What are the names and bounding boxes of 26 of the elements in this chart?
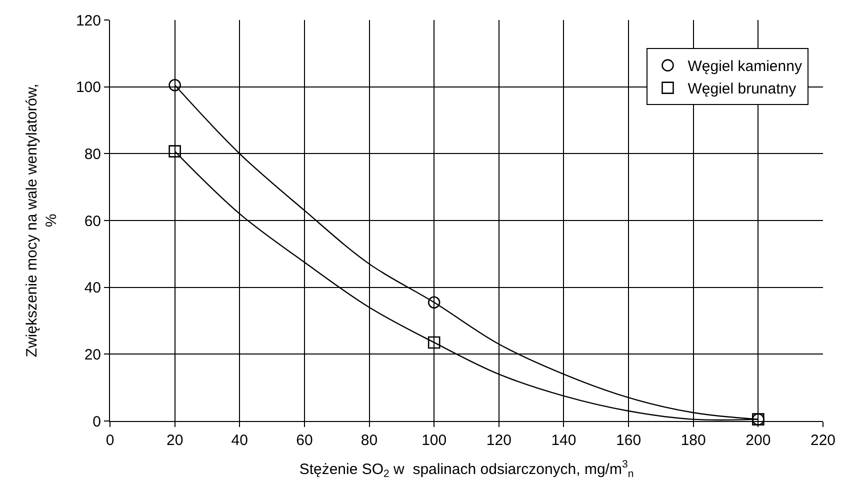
x-tick-label: 120	[486, 432, 512, 449]
x-tick-label: 0	[106, 432, 114, 449]
y-tick-label: 40	[84, 280, 101, 297]
y-tick-label: 0	[92, 413, 101, 430]
point	[168, 79, 181, 92]
y-tick-label: 80	[84, 146, 101, 163]
y-tick-label: 60	[84, 212, 101, 230]
x-tick-label: 160	[616, 432, 642, 449]
x-tick-label: 100	[422, 432, 447, 449]
legend-label: Węgiel kamienny	[688, 58, 802, 76]
x-tick-label: 60	[296, 432, 313, 449]
x-tick-label: 40	[231, 432, 248, 449]
y-tick-label: 120	[76, 12, 101, 30]
y-axis-title: Zwiększenie mocy na wale wentylatorów, %	[24, 84, 60, 358]
point	[428, 336, 440, 349]
x-tick-label: 180	[680, 432, 706, 449]
x-tick-label: 20	[166, 432, 184, 449]
x-tick-label: 200	[746, 432, 771, 449]
legend-label: Węgiel brunatny	[688, 80, 797, 98]
y-tick-label: 20	[84, 346, 101, 364]
point	[168, 145, 181, 158]
y-tick-label: 100	[76, 79, 101, 96]
point	[428, 296, 440, 309]
x-tick-label: 140	[551, 432, 576, 449]
x-tick-label: 80	[360, 432, 378, 449]
x-tick-label: 220	[810, 432, 836, 449]
